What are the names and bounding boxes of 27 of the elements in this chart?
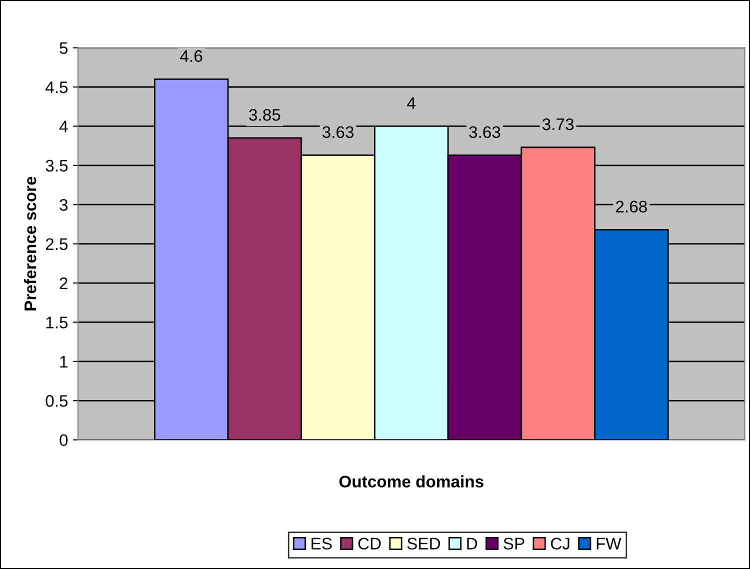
data-label: 3.63 <box>469 126 500 138</box>
legend-label: CD <box>358 538 381 550</box>
x-axis-title: Outcome domains <box>339 475 484 488</box>
y-tick-label: 3 <box>60 199 68 211</box>
y-tick-label: 4 <box>59 120 68 132</box>
y-tick-label: 1.5 <box>46 316 68 328</box>
y-tick-label: 0.5 <box>46 395 68 407</box>
y-tick-label: 2.5 <box>46 238 68 250</box>
legend-label: CJ <box>550 538 570 550</box>
y-axis-title: Preference score <box>24 176 36 310</box>
data-label: 3.85 <box>249 108 280 121</box>
y-tick-label: 5 <box>60 42 68 54</box>
y-tick-label: 3.5 <box>46 160 68 172</box>
data-label: 3.63 <box>322 126 354 138</box>
legend-label: D <box>467 538 478 550</box>
y-tick-label: 1 <box>60 356 68 368</box>
legend-label: SED <box>407 538 440 550</box>
y-tick-label: 4.5 <box>45 82 68 94</box>
legend-label: FW <box>596 538 622 550</box>
y-tick-label: 0 <box>60 434 68 446</box>
data-label: 3.73 <box>542 118 574 130</box>
y-tick-label: 2 <box>60 277 68 290</box>
legend-label: SP <box>504 538 524 550</box>
data-label: 4.6 <box>180 50 202 62</box>
data-label: 4 <box>407 97 416 109</box>
legend-label: ES <box>312 538 332 550</box>
data-label: 2.68 <box>616 200 647 213</box>
